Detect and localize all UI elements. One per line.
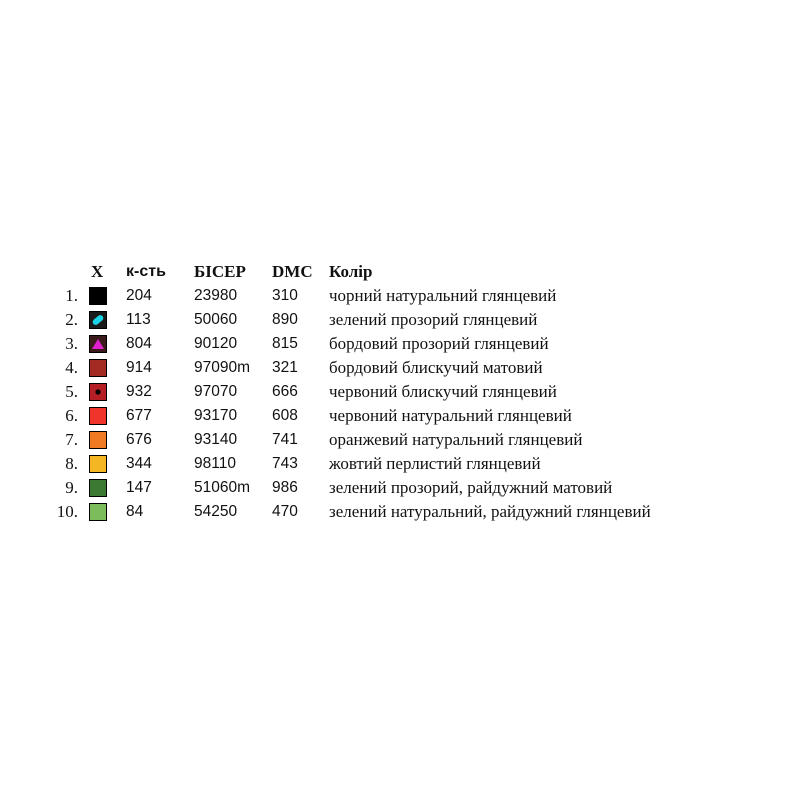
row-number: 5. <box>65 382 78 401</box>
legend-row: 7. 676 93140 741 оранжевий натуральний глянц… <box>0 430 800 454</box>
bead-code: 54250 <box>194 503 238 520</box>
legend-row: 6. 677 93170 608 червоний натуральний глянце… <box>0 406 800 430</box>
legend-row: 4. 914 97090m 321 бордовий блискучий матовий <box>0 358 800 382</box>
row-number: 9. <box>65 478 78 497</box>
dmc-code: 815 <box>272 335 298 352</box>
bead-code: 51060m <box>194 479 251 496</box>
row-number: 6. <box>65 406 78 425</box>
color-swatch <box>89 359 107 377</box>
quantity-value: 147 <box>126 479 152 496</box>
legend-row: 9. 147 51060m 986 зелений прозорий, райдужни… <box>0 478 800 502</box>
header-dmc: DMC <box>272 262 313 281</box>
bead-code: 93170 <box>194 407 238 424</box>
color-description: оранжевий натуральний глянцевий <box>329 430 583 449</box>
legend-row: 5. 932 97070 666 червоний блискучий глянцеви… <box>0 382 800 406</box>
black-dot-icon <box>95 389 101 395</box>
header-beads: БІСЕР <box>194 262 246 281</box>
legend-row: 3. 804 90120 815 бордовий прозорий глянцевий <box>0 334 800 358</box>
color-description: зелений натуральний, райдужний глянцевий <box>329 502 651 521</box>
row-number: 7. <box>65 430 78 449</box>
dmc-code: 310 <box>272 287 298 304</box>
row-number: 1. <box>65 286 78 305</box>
cyan-pill-icon <box>92 315 104 325</box>
dmc-code: 666 <box>272 383 298 400</box>
legend-row: 8. 344 98110 743 жовтий перлистий глянцевий <box>0 454 800 478</box>
color-swatch <box>89 455 107 473</box>
magenta-triangle-icon <box>92 339 104 349</box>
row-number: 2. <box>65 310 78 329</box>
row-number: 4. <box>65 358 78 377</box>
color-swatch <box>89 479 107 497</box>
quantity-value: 932 <box>126 383 152 400</box>
dmc-code: 321 <box>272 359 298 376</box>
bead-code: 90120 <box>194 335 238 352</box>
color-description: зелений прозорий глянцевий <box>329 310 538 329</box>
color-swatch <box>89 503 107 521</box>
color-description: бордовий прозорий глянцевий <box>329 334 549 353</box>
quantity-value: 204 <box>126 287 152 304</box>
color-swatch <box>89 431 107 449</box>
dmc-code: 743 <box>272 455 298 472</box>
dmc-code: 470 <box>272 503 298 520</box>
color-description: жовтий перлистий глянцевий <box>329 454 541 473</box>
bead-code: 98110 <box>194 455 236 472</box>
header-color: Колір <box>329 262 373 281</box>
bead-code: 97090m <box>194 359 251 376</box>
dmc-code: 608 <box>272 407 298 424</box>
bead-code: 93140 <box>194 431 238 448</box>
dmc-code: 741 <box>272 431 298 448</box>
quantity-value: 914 <box>126 359 152 376</box>
color-swatch <box>89 383 107 401</box>
color-description: червоний блискучий глянцевий <box>329 382 557 401</box>
quantity-value: 344 <box>126 455 152 472</box>
quantity-value: 677 <box>126 407 152 424</box>
row-number: 8. <box>65 454 78 473</box>
color-swatch <box>89 287 107 305</box>
color-swatch <box>89 311 107 329</box>
bead-code: 97070 <box>194 383 238 400</box>
bead-code: 23980 <box>194 287 238 304</box>
quantity-value: 804 <box>126 335 152 352</box>
color-description: чорний натуральний глянцевий <box>329 286 557 305</box>
dmc-code: 890 <box>272 311 298 328</box>
row-number: 3. <box>65 334 78 353</box>
legend-row: 1. 204 23980 310 чорний натуральний глянцеви… <box>0 286 800 310</box>
quantity-value: 676 <box>126 431 152 448</box>
color-swatch <box>89 407 107 425</box>
quantity-value: 113 <box>126 311 151 328</box>
legend-row: 2. 113 50060 890 зелений прозорий глянцевий <box>0 310 800 334</box>
dmc-code: 986 <box>272 479 298 496</box>
color-description: червоний натуральний глянцевий <box>329 406 572 425</box>
color-description: зелений прозорий, райдужний матовий <box>329 478 613 497</box>
header-quantity: к-сть <box>126 263 166 280</box>
color-swatch <box>89 335 107 353</box>
quantity-value: 84 <box>126 503 144 520</box>
header-symbol: X <box>91 262 104 281</box>
bead-code: 50060 <box>194 311 238 328</box>
color-description: бордовий блискучий матовий <box>329 358 543 377</box>
legend-row: 10. 84 54250 470 зелений натуральний, райдуж… <box>0 502 800 526</box>
row-number: 10. <box>56 502 78 521</box>
